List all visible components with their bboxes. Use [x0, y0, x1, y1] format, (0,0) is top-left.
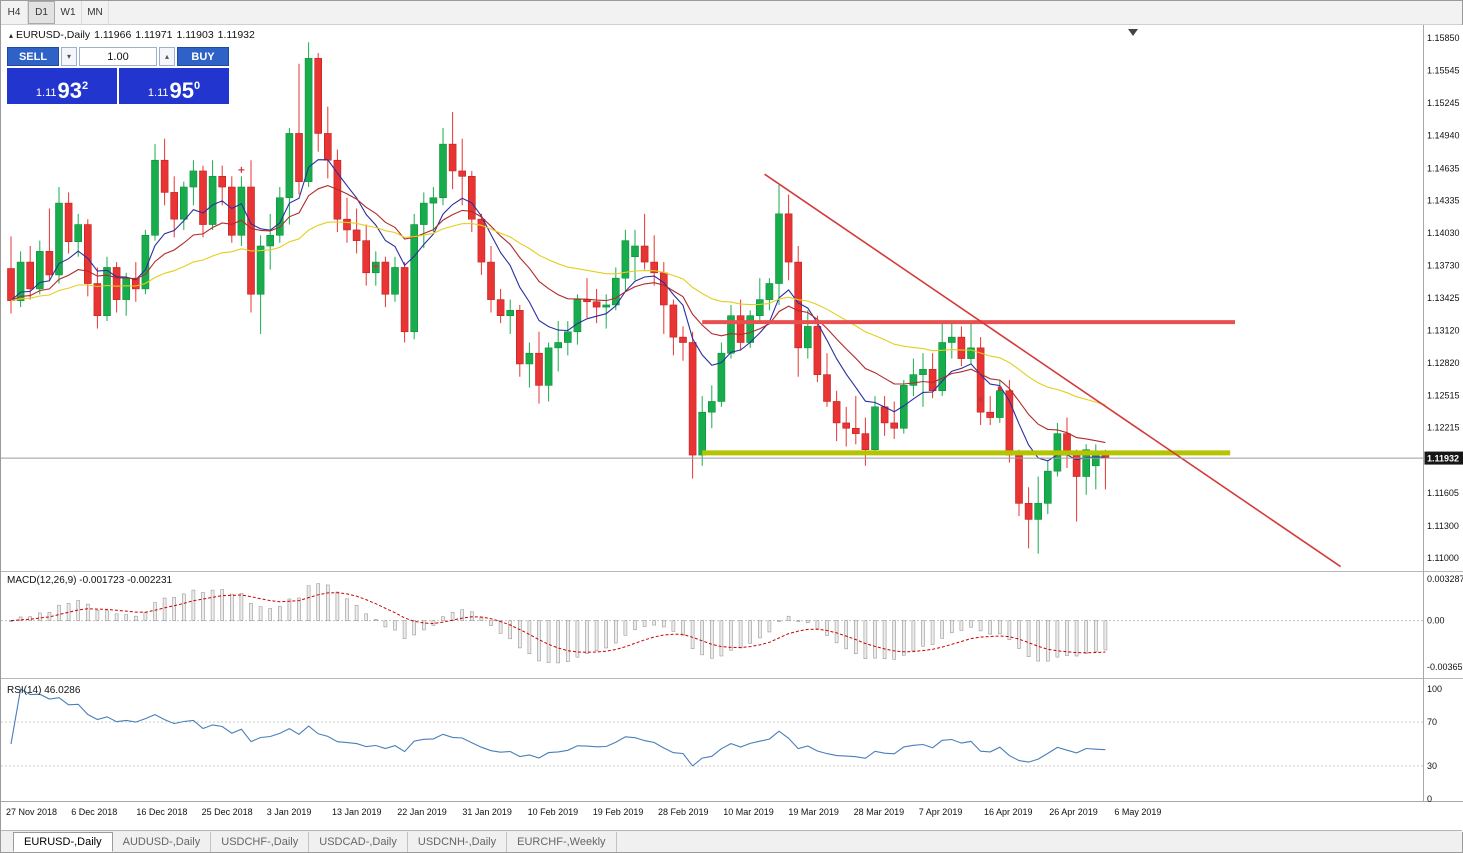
price-axis: 1.15850 1.15545 1.15245 1.14940 1.14635 1.143…: [1427, 33, 1460, 563]
svg-text:26 Apr 2019: 26 Apr 2019: [1049, 807, 1098, 817]
svg-text:1.15850: 1.15850: [1427, 33, 1460, 43]
timeframe-mn-button[interactable]: MN: [82, 1, 109, 24]
buy-price-sup: 0: [193, 80, 201, 92]
chart-tab-bar: EURUSD-,Daily AUDUSD-,Daily USDCHF-,Dail…: [1, 830, 1462, 852]
ma-slow-line: [10, 221, 1106, 406]
volume-field[interactable]: 1.00: [79, 47, 157, 66]
svg-text:27 Nov 2018: 27 Nov 2018: [6, 807, 57, 817]
svg-text:16 Dec 2018: 16 Dec 2018: [136, 807, 187, 817]
sell-price-prefix: 1.11: [35, 87, 57, 99]
svg-text:0: 0: [1427, 794, 1432, 804]
trade-markers: [238, 166, 1002, 402]
buy-button[interactable]: BUY: [177, 47, 229, 66]
svg-text:1.11932: 1.11932: [1427, 454, 1459, 464]
svg-text:1.14940: 1.14940: [1427, 131, 1460, 141]
rsi-line: [10, 688, 1106, 767]
buy-price-big: 95: [169, 78, 194, 103]
svg-text:31 Jan 2019: 31 Jan 2019: [462, 807, 512, 817]
svg-text:0.00: 0.00: [1427, 616, 1445, 626]
chart-frame: [1, 25, 1463, 802]
svg-text:1.15245: 1.15245: [1427, 98, 1460, 108]
chart-title: ▴ EURUSD-,Daily 1.11966 1.11971 1.11903 1.119…: [9, 29, 259, 41]
chart-surface[interactable]: 1.15850 1.15545 1.15245 1.14940 1.14635 1.143…: [1, 25, 1463, 832]
svg-text:6 Dec 2018: 6 Dec 2018: [71, 807, 117, 817]
ma-mid-line: [10, 185, 1106, 444]
timeframe-h4-button[interactable]: H4: [1, 1, 28, 24]
sell-button[interactable]: SELL: [7, 47, 59, 66]
svg-text:0.003287: 0.003287: [1427, 574, 1463, 584]
svg-text:MACD(12,26,9) -0.001723 -0.002: MACD(12,26,9) -0.001723 -0.002231: [7, 575, 173, 586]
svg-text:1.11000: 1.11000: [1427, 553, 1459, 563]
svg-text:1.13425: 1.13425: [1427, 293, 1460, 303]
svg-text:70: 70: [1427, 717, 1437, 727]
svg-text:25 Dec 2018: 25 Dec 2018: [202, 807, 253, 817]
ma-fast-line: [10, 159, 1106, 462]
svg-text:16 Apr 2019: 16 Apr 2019: [984, 807, 1033, 817]
macd-signal-line: [10, 592, 1106, 654]
svg-text:1.14335: 1.14335: [1427, 195, 1460, 205]
current-price-badge: [1424, 451, 1463, 465]
svg-text:1.13730: 1.13730: [1427, 260, 1460, 270]
tab-usdchf-daily[interactable]: USDCHF-,Daily: [211, 832, 310, 852]
svg-text:1.14030: 1.14030: [1427, 228, 1460, 238]
date-axis: 27 Nov 2018 6 Dec 2018 16 Dec 2018 25 Dec 2…: [6, 807, 1161, 817]
tab-usdcnh-daily[interactable]: USDCNH-,Daily: [408, 832, 508, 852]
timeframe-w1-button[interactable]: W1: [55, 1, 82, 24]
svg-text:-0.003659: -0.003659: [1427, 662, 1463, 672]
timeframe-toolbar: H4 D1 W1 MN: [1, 1, 1462, 25]
chart-collapse-icon[interactable]: ▴: [9, 31, 14, 40]
svg-text:RSI(14) 46.0286: RSI(14) 46.0286: [7, 685, 81, 696]
svg-text:28 Mar 2019: 28 Mar 2019: [854, 807, 905, 817]
svg-text:22 Jan 2019: 22 Jan 2019: [397, 807, 447, 817]
one-click-trading-panel: SELL ▾ 1.00 ▴ BUY 1.11 93 2 1.11 95 0: [7, 47, 229, 104]
svg-text:10 Feb 2019: 10 Feb 2019: [528, 807, 579, 817]
svg-text:1.15545: 1.15545: [1427, 66, 1460, 76]
macd-histogram: [9, 583, 1108, 664]
macd-panel: MACD(12,26,9) -0.001723 -0.002231 0.00328…: [1, 574, 1463, 672]
chart-area: 1.15850 1.15545 1.15245 1.14940 1.14635 1.143…: [1, 25, 1463, 832]
current-price-line: 1.11932: [1, 451, 1463, 465]
tab-usdcad-daily[interactable]: USDCAD-,Daily: [309, 832, 408, 852]
rsi-panel: RSI(14) 46.0286 100 70 30 0: [1, 684, 1442, 804]
quote-high: 1.11971: [135, 29, 173, 41]
trendline[interactable]: [764, 173, 1342, 568]
candlestick-chart: [7, 42, 1110, 554]
svg-text:1.11605: 1.11605: [1427, 488, 1459, 498]
svg-text:7 Apr 2019: 7 Apr 2019: [919, 807, 963, 817]
sell-price-sup: 2: [81, 80, 89, 92]
svg-text:28 Feb 2019: 28 Feb 2019: [658, 807, 709, 817]
chart-shift-marker[interactable]: [1128, 29, 1138, 36]
volume-spin-up-icon[interactable]: ▴: [159, 47, 175, 66]
svg-text:1.11300: 1.11300: [1427, 521, 1459, 531]
svg-text:10 Mar 2019: 10 Mar 2019: [723, 807, 774, 817]
svg-text:1.14635: 1.14635: [1427, 163, 1460, 173]
svg-text:1.12215: 1.12215: [1427, 423, 1460, 433]
tab-eurusd-daily[interactable]: EURUSD-,Daily: [13, 832, 113, 852]
sell-price-button[interactable]: 1.11 93 2: [7, 68, 117, 104]
buy-price-button[interactable]: 1.11 95 0: [119, 68, 229, 104]
svg-text:19 Mar 2019: 19 Mar 2019: [788, 807, 839, 817]
volume-spin-down-icon[interactable]: ▾: [61, 47, 77, 66]
svg-text:30: 30: [1427, 761, 1437, 771]
sell-price-big: 93: [57, 78, 82, 103]
quote-close: 1.11932: [217, 29, 255, 41]
quote-open: 1.11966: [94, 29, 132, 41]
svg-text:1.12515: 1.12515: [1427, 391, 1460, 401]
svg-text:1.13120: 1.13120: [1427, 326, 1460, 336]
tab-audusd-daily[interactable]: AUDUSD-,Daily: [113, 832, 212, 852]
svg-text:19 Feb 2019: 19 Feb 2019: [593, 807, 644, 817]
chart-annotations: [702, 173, 1342, 568]
chart-symbol-label: EURUSD-,Daily: [16, 29, 91, 41]
svg-text:100: 100: [1427, 684, 1442, 694]
quote-low: 1.11903: [176, 29, 214, 41]
timeframe-d1-button[interactable]: D1: [28, 1, 55, 24]
svg-text:13 Jan 2019: 13 Jan 2019: [332, 807, 382, 817]
buy-price-prefix: 1.11: [147, 87, 169, 99]
svg-text:6 May 2019: 6 May 2019: [1114, 807, 1161, 817]
svg-text:3 Jan 2019: 3 Jan 2019: [267, 807, 312, 817]
tab-eurchf-weekly[interactable]: EURCHF-,Weekly: [507, 832, 617, 852]
svg-text:1.12820: 1.12820: [1427, 358, 1460, 368]
